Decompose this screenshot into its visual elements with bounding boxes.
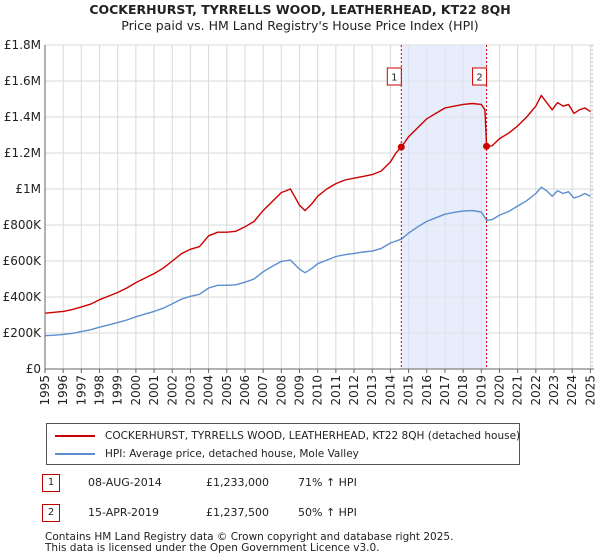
x-tick-label: 2025 bbox=[583, 375, 597, 406]
y-tick-label: £1.6M bbox=[4, 74, 41, 88]
x-tick-label: 2019 bbox=[474, 375, 488, 406]
x-tick-label: 2012 bbox=[347, 375, 361, 406]
y-tick-label: £0 bbox=[26, 362, 41, 376]
x-tick-label: 2017 bbox=[438, 375, 452, 406]
sale-point bbox=[483, 142, 491, 150]
y-tick-label: £1M bbox=[15, 182, 41, 196]
x-tick-label: 2011 bbox=[329, 375, 343, 406]
x-tick-label: 1996 bbox=[56, 375, 70, 406]
x-tick-label: 2000 bbox=[129, 375, 143, 406]
x-tick-label: 2014 bbox=[383, 375, 397, 406]
footer-attribution: Contains HM Land Registry data © Crown c… bbox=[45, 532, 453, 554]
x-tick-label: 2020 bbox=[492, 375, 506, 406]
sale-marker-label: 2 bbox=[476, 73, 482, 84]
x-tick-label: 2021 bbox=[511, 375, 525, 406]
sale-point bbox=[397, 143, 405, 151]
chart-title: COCKERHURST, TYRRELLS WOOD, LEATHERHEAD,… bbox=[89, 2, 511, 17]
x-tick-label: 2006 bbox=[238, 375, 252, 406]
sale-date: 08-AUG-2014 bbox=[88, 476, 162, 489]
chart-subtitle: Price paid vs. HM Land Registry's House … bbox=[121, 18, 479, 33]
y-tick-label: £1.2M bbox=[4, 146, 41, 160]
x-tick-label: 2008 bbox=[274, 375, 288, 406]
x-tick-label: 2004 bbox=[202, 375, 216, 406]
legend-label-property: COCKERHURST, TYRRELLS WOOD, LEATHERHEAD,… bbox=[105, 430, 521, 442]
sale-marker-badge bbox=[472, 67, 488, 86]
x-tick-label: 2024 bbox=[565, 375, 579, 406]
x-tick-label: 1998 bbox=[93, 375, 107, 406]
legend-swatch-property bbox=[55, 435, 95, 437]
sale-price: £1,237,500 bbox=[206, 506, 269, 519]
sale-hpi-change: 71% ↑ HPI bbox=[298, 476, 357, 489]
x-tick-label: 2002 bbox=[165, 375, 179, 406]
sale-badge: 2 bbox=[42, 504, 60, 522]
x-tick-label: 1999 bbox=[111, 375, 125, 406]
x-tick-label: 2010 bbox=[311, 375, 325, 406]
y-tick-label: £800K bbox=[3, 218, 43, 232]
x-tick-label: 2022 bbox=[529, 375, 543, 406]
sale-marker-label: 1 bbox=[391, 73, 397, 84]
x-tick-label: 2023 bbox=[547, 375, 561, 406]
plot-area bbox=[45, 45, 594, 369]
series-line-property bbox=[44, 94, 591, 314]
x-tick-label: 2001 bbox=[147, 375, 161, 406]
sale-date: 15-APR-2019 bbox=[88, 506, 160, 519]
y-tick-label: £1.8M bbox=[4, 38, 41, 52]
sale-hpi-change: 50% ↑ HPI bbox=[298, 506, 357, 519]
x-tick-label: 2007 bbox=[256, 375, 270, 406]
x-tick-label: 2016 bbox=[420, 375, 434, 406]
footer-line-copyright: Contains HM Land Registry data © Crown c… bbox=[45, 531, 454, 543]
x-tick-label: 2015 bbox=[402, 375, 416, 406]
legend-label-hpi: HPI: Average price, detached house, Mole… bbox=[105, 448, 359, 460]
x-tick-label: 2005 bbox=[220, 375, 234, 406]
legend-item-property: COCKERHURST, TYRRELLS WOOD, LEATHERHEAD,… bbox=[55, 428, 520, 444]
sale-price: £1,233,000 bbox=[206, 476, 269, 489]
x-tick-label: 1997 bbox=[74, 375, 88, 406]
x-tick-label: 2013 bbox=[365, 375, 379, 406]
legend: COCKERHURST, TYRRELLS WOOD, LEATHERHEAD,… bbox=[46, 423, 520, 465]
y-tick-label: £200K bbox=[3, 326, 43, 340]
x-tick-label: 1995 bbox=[38, 375, 52, 406]
ownership-period-shade bbox=[401, 45, 487, 369]
x-tick-label: 2018 bbox=[456, 375, 470, 406]
y-tick-label: £400K bbox=[3, 290, 43, 304]
sale-marker-badge bbox=[386, 67, 402, 86]
footer-line-licence: This data is licensed under the Open Gov… bbox=[45, 542, 380, 554]
price-chart: 1 2 £0 £200K £400K £600K £800K £1M £1.2M £1.4M £1… bbox=[3, 38, 598, 406]
y-tick-label: £600K bbox=[3, 254, 43, 268]
x-tick-label: 2009 bbox=[293, 375, 307, 406]
y-tick-label: £1.4M bbox=[4, 110, 41, 124]
legend-swatch-hpi bbox=[55, 453, 95, 455]
series-line-hpi bbox=[44, 186, 591, 337]
sale-badge: 1 bbox=[42, 474, 60, 492]
legend-item-hpi: HPI: Average price, detached house, Mole… bbox=[55, 446, 359, 462]
x-tick-label: 2003 bbox=[183, 375, 197, 406]
